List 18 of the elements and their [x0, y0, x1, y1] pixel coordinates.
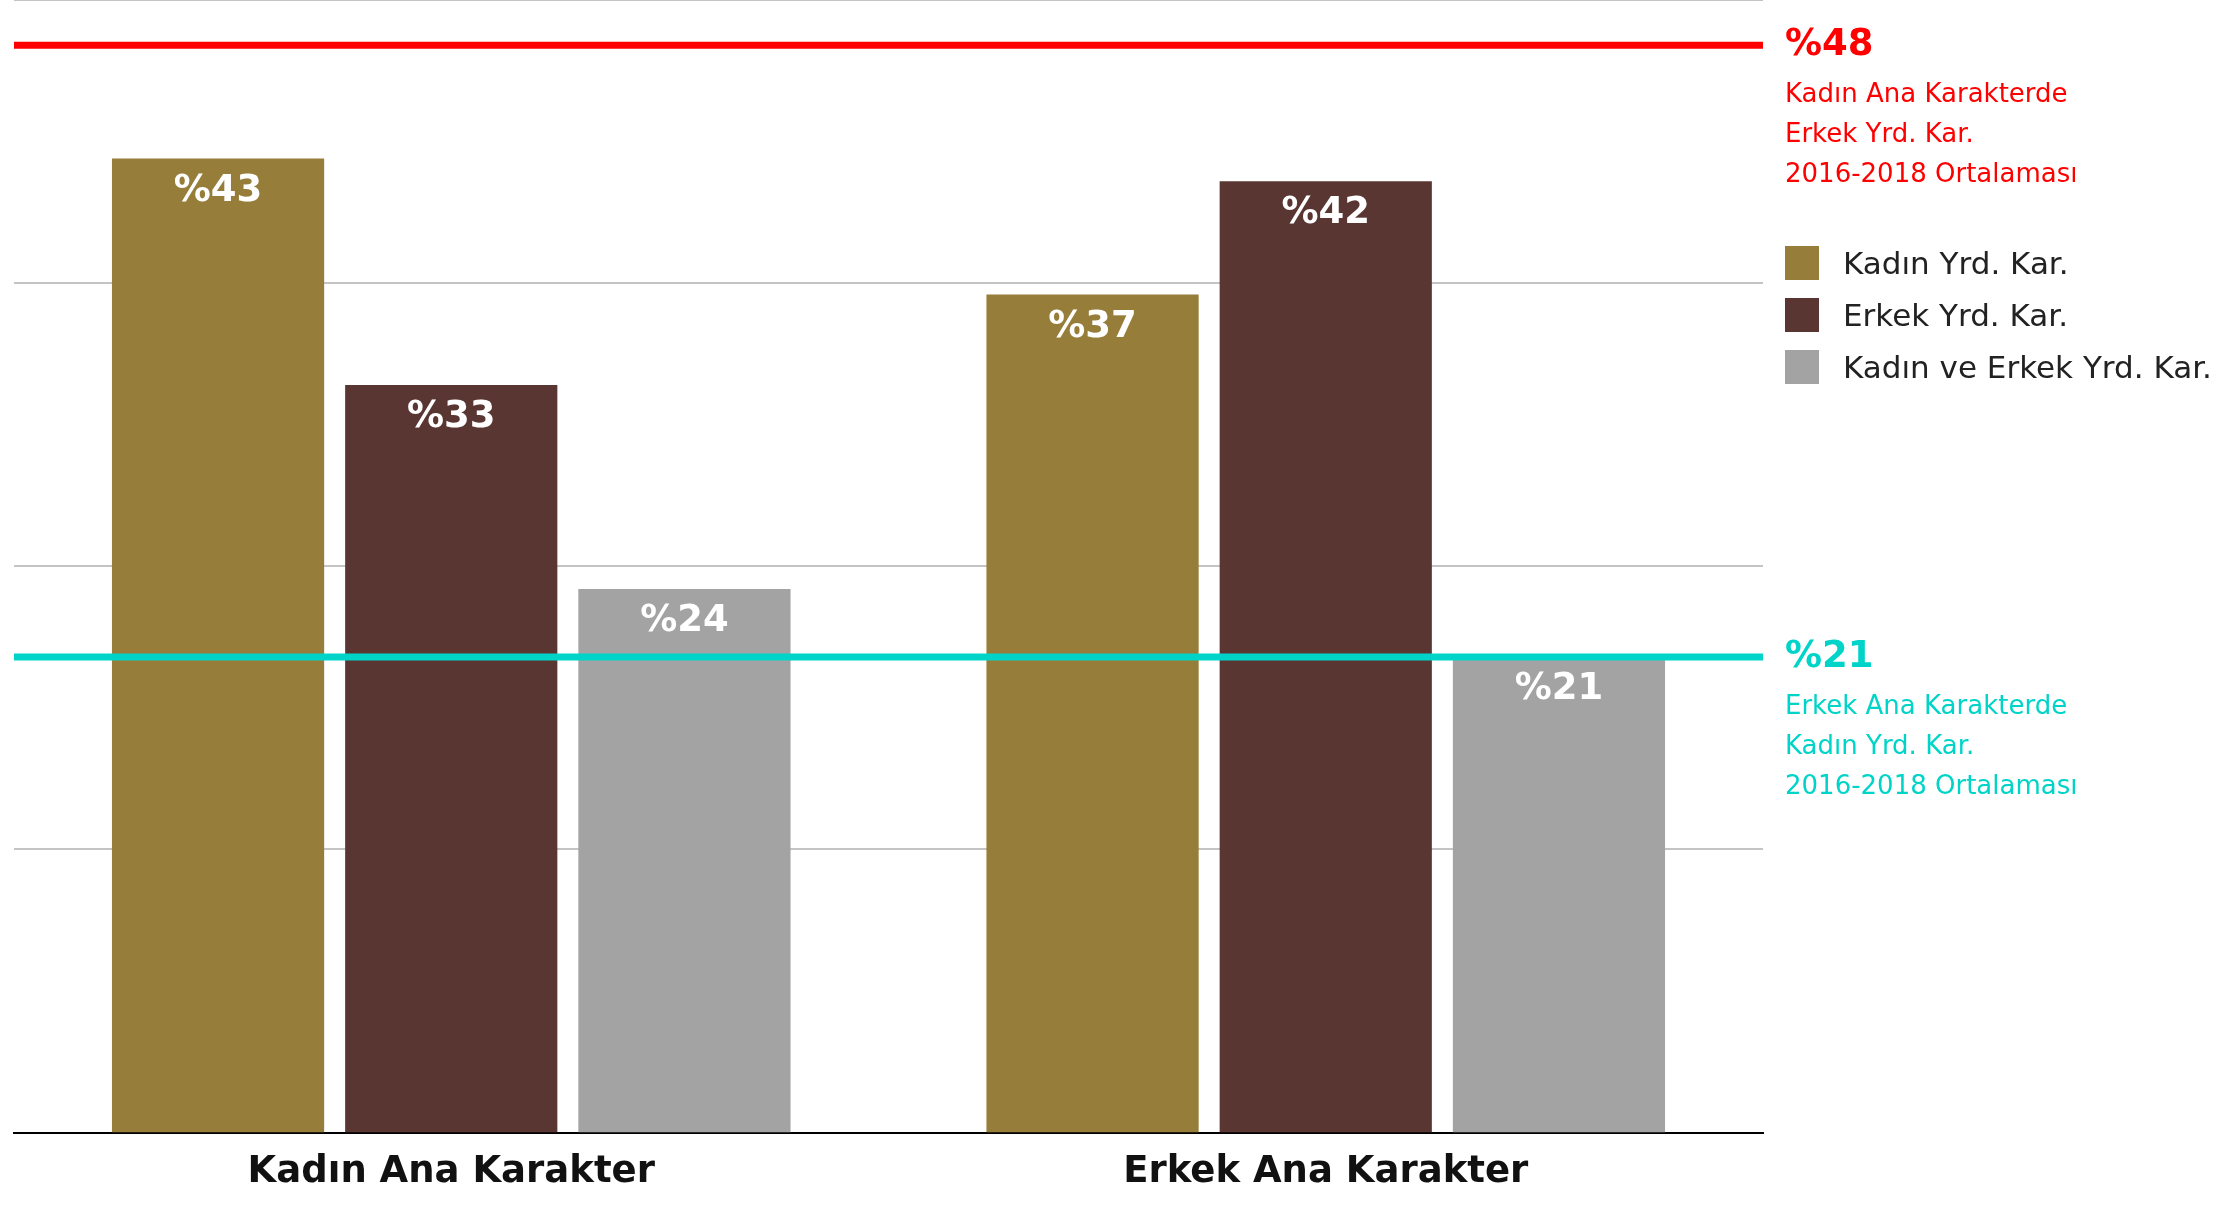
legend-label: Erkek Yrd. Kar. [1843, 297, 2069, 333]
data-label: %24 [640, 597, 729, 641]
data-label: %21 [1514, 665, 1604, 709]
bar [578, 588, 791, 1133]
bar [111, 158, 325, 1133]
x-tick-label: Erkek Ana Karakter [1123, 1148, 1530, 1192]
data-label: %33 [406, 393, 496, 437]
data-label: %43 [173, 166, 263, 210]
ref-line-label: %48 Kadın Ana Karakterde Erkek Yrd. Kar. 2016-2018 Ortalaması [1785, 20, 2078, 189]
data-label: %37 [1048, 302, 1137, 346]
x-tick-label: Kadın Ana Karakter [247, 1148, 656, 1192]
bar [986, 294, 1199, 1133]
ref-line-label: %21 Erkek Ana Karakterde Kadın Yrd. Kar. 2016-2018 Ortalaması [1785, 632, 2078, 800]
bar [1219, 181, 1432, 1133]
data-label: %42 [1281, 189, 1371, 233]
legend-label: Kadın ve Erkek Yrd. Kar. [1843, 349, 2212, 385]
legend-label: Kadın Yrd. Kar. [1843, 245, 2069, 281]
bar [345, 385, 558, 1133]
